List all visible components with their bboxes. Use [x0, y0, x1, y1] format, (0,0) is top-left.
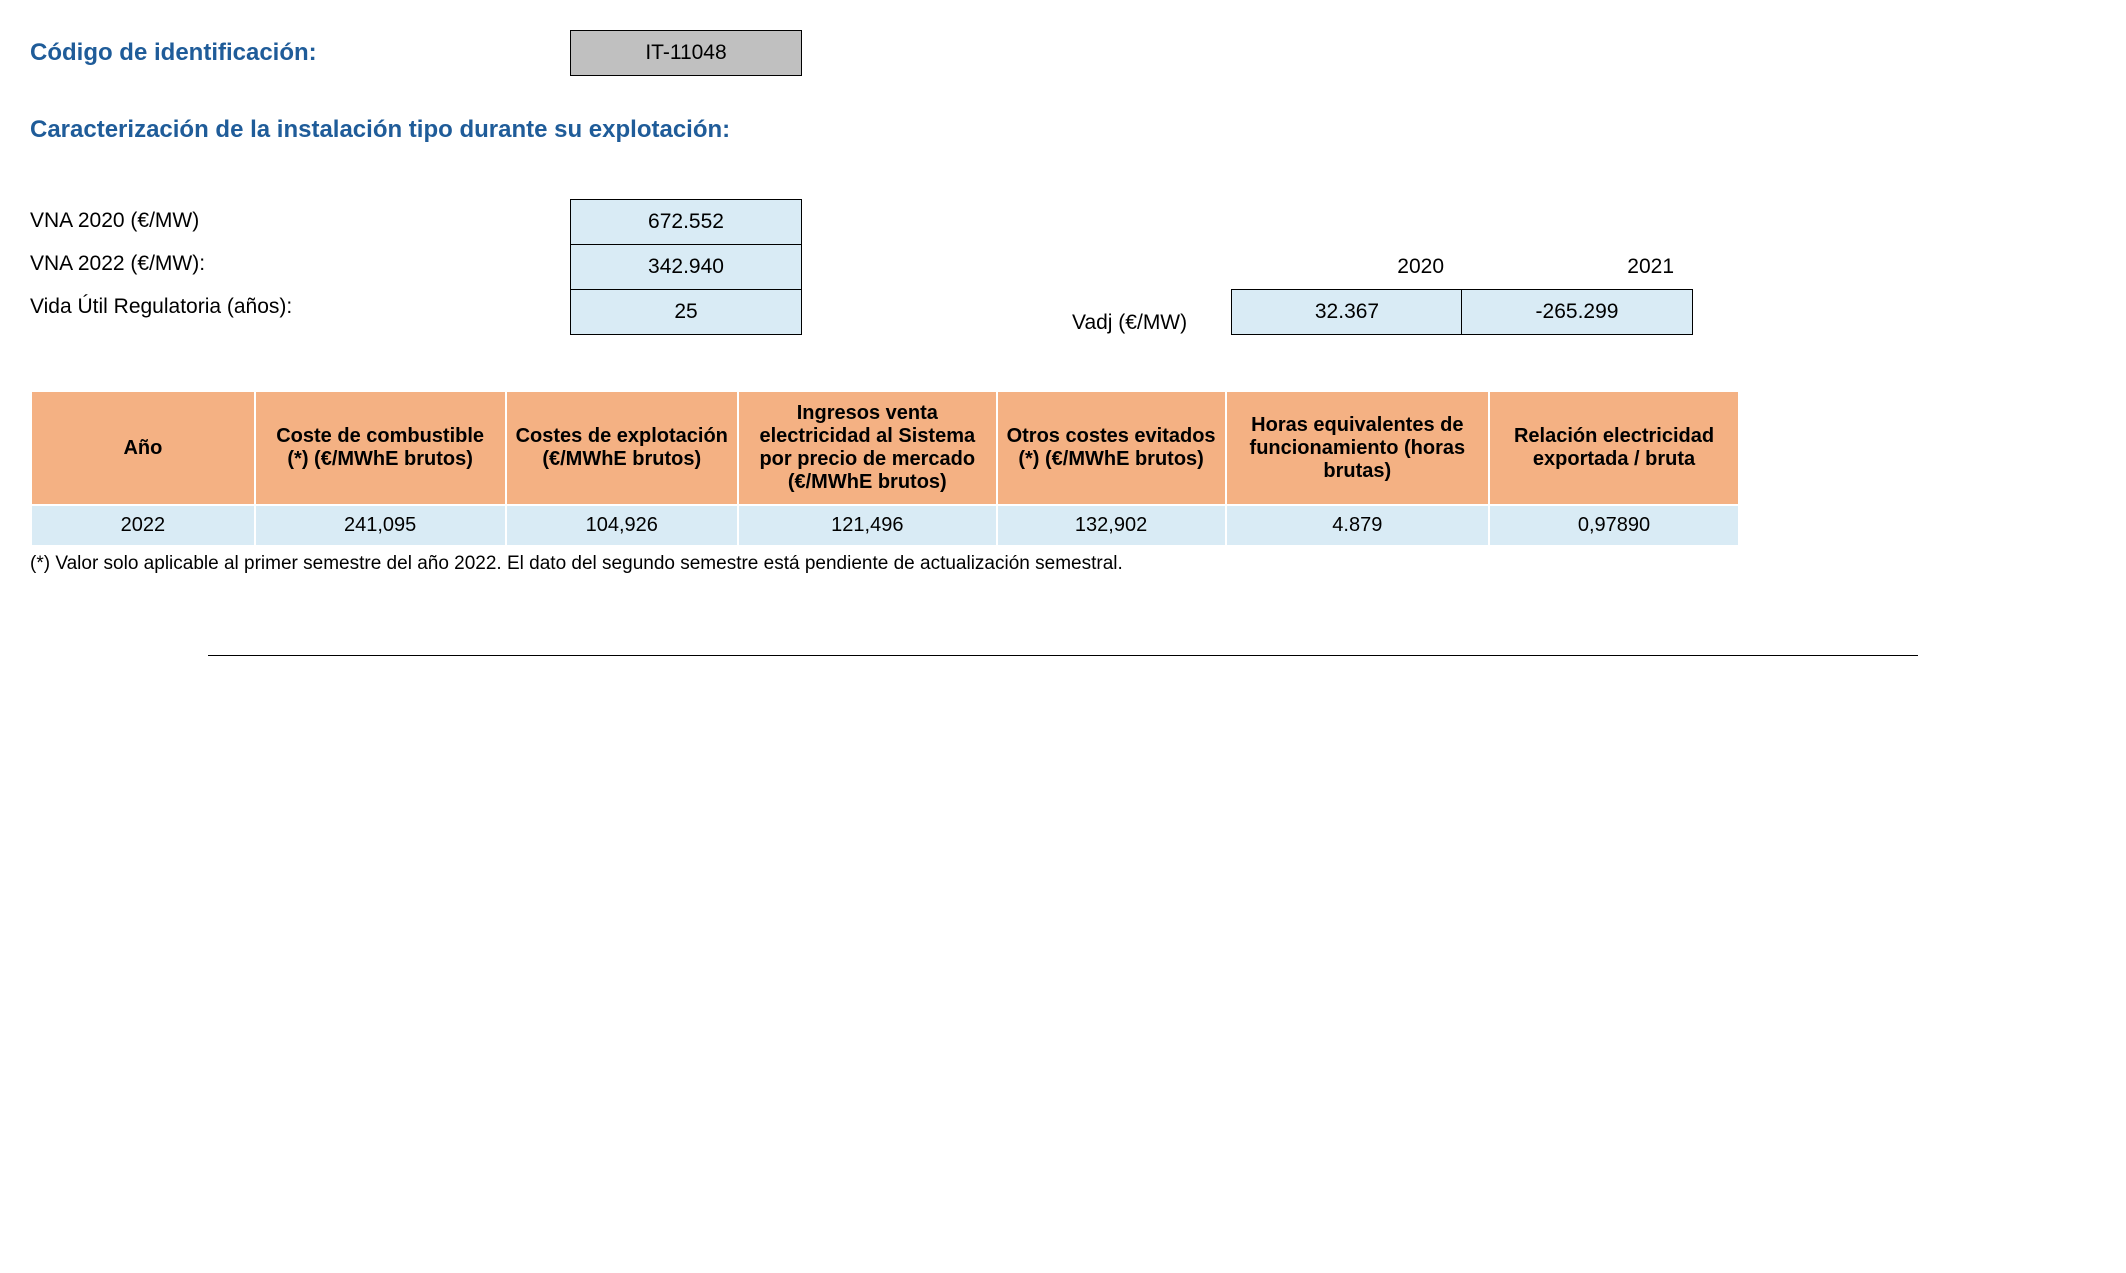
- life-label: Vida Útil Regulatoria (años):: [30, 285, 570, 329]
- table-header-cell: Año: [31, 391, 255, 505]
- vadj-value-1: -265.299: [1461, 289, 1693, 335]
- divider: [208, 655, 1918, 656]
- param-values: 672.552 342.940 25: [570, 199, 802, 335]
- code-row: Código de identificación: IT-11048: [30, 30, 2096, 76]
- vadj-year-0: 2020: [1232, 255, 1462, 279]
- vadj-label: Vadj (€/MW): [1072, 311, 1232, 335]
- table-cell: 2022: [31, 505, 255, 546]
- vadj-year-1: 2021: [1462, 255, 1692, 279]
- table-cell: 241,095: [255, 505, 506, 546]
- data-table: AñoCoste de combustible (*) (€/MWhE brut…: [30, 390, 1740, 547]
- section-subtitle: Caracterización de la instalación tipo d…: [30, 116, 2096, 144]
- table-cell: 4.879: [1226, 505, 1489, 546]
- table-cell: 104,926: [506, 505, 738, 546]
- table-header-cell: Relación electricidad exportada / bruta: [1489, 391, 1739, 505]
- code-label: Código de identificación:: [30, 39, 570, 67]
- vna2022-label: VNA 2022 (€/MW):: [30, 242, 570, 286]
- vadj-col-1: 2021 -265.299: [1462, 255, 1692, 335]
- params-block: VNA 2020 (€/MW) VNA 2022 (€/MW): Vida Út…: [30, 199, 2096, 335]
- table-cell: 0,97890: [1489, 505, 1739, 546]
- vna2022-value: 342.940: [570, 244, 802, 290]
- param-labels: VNA 2020 (€/MW) VNA 2022 (€/MW): Vida Út…: [30, 199, 570, 335]
- table-body: 2022241,095104,926121,496132,9024.8790,9…: [31, 505, 1739, 546]
- table-row: 2022241,095104,926121,496132,9024.8790,9…: [31, 505, 1739, 546]
- table-cell: 121,496: [738, 505, 997, 546]
- life-value: 25: [570, 289, 802, 335]
- table-header-cell: Coste de combustible (*) (€/MWhE brutos): [255, 391, 506, 505]
- vadj-block: Vadj (€/MW) 2020 32.367 2021 -265.299: [1072, 255, 1692, 335]
- table-header-cell: Otros costes evitados (*) (€/MWhE brutos…: [997, 391, 1226, 505]
- vna2020-value: 672.552: [570, 199, 802, 245]
- table-header-cell: Ingresos venta electricidad al Sistema p…: [738, 391, 997, 505]
- vadj-value-0: 32.367: [1231, 289, 1463, 335]
- table-header-row: AñoCoste de combustible (*) (€/MWhE brut…: [31, 391, 1739, 505]
- code-value: IT-11048: [570, 30, 802, 76]
- table-header-cell: Costes de explotación (€/MWhE brutos): [506, 391, 738, 505]
- vadj-col-0: 2020 32.367: [1232, 255, 1462, 335]
- footnote: (*) Valor solo aplicable al primer semes…: [30, 553, 2096, 575]
- table-header-cell: Horas equivalentes de funcionamiento (ho…: [1226, 391, 1489, 505]
- vna2020-label: VNA 2020 (€/MW): [30, 199, 570, 243]
- table-cell: 132,902: [997, 505, 1226, 546]
